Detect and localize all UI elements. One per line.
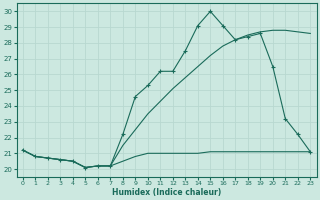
- X-axis label: Humidex (Indice chaleur): Humidex (Indice chaleur): [112, 188, 221, 197]
